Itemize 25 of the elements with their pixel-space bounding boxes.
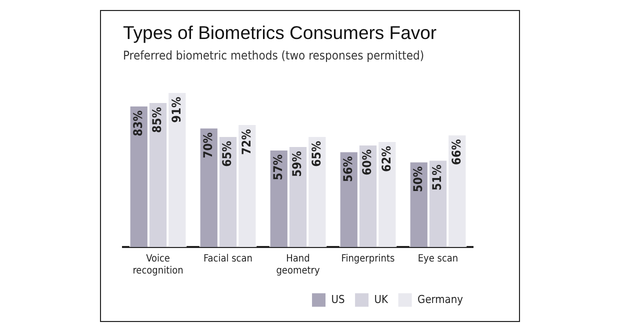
x-tick-label: Eye scan [418, 254, 458, 265]
data-label: 50% [410, 166, 425, 192]
data-label: 62% [379, 146, 394, 172]
x-tick-label: Facial scan [204, 254, 252, 265]
data-label: 91% [169, 96, 184, 123]
data-label: 59% [290, 150, 304, 177]
data-label: 65% [220, 140, 234, 167]
data-label: 66% [449, 139, 464, 166]
data-label: 56% [340, 156, 355, 182]
legend-label: Germany [418, 292, 464, 306]
data-label: 72% [239, 128, 254, 155]
x-tick-label: Fingerprints [341, 254, 396, 265]
x-tick-label: Hand geometry [276, 254, 320, 277]
data-label: 85% [150, 106, 164, 133]
x-tick-label: Voice recognition [132, 254, 184, 277]
chart-title: Types of Biometrics Consumers Favor [123, 22, 437, 44]
data-label: 83% [130, 110, 145, 136]
data-label: 60% [360, 149, 374, 176]
chart-subtitle: Preferred biometric methods (two responses permitted) [123, 48, 424, 63]
data-label: 65% [309, 140, 324, 167]
legend-label: US [331, 292, 345, 306]
legend-label: UK [374, 292, 389, 306]
data-label: 70% [200, 132, 215, 158]
data-label: 57% [270, 154, 285, 180]
data-label: 51% [430, 164, 444, 190]
